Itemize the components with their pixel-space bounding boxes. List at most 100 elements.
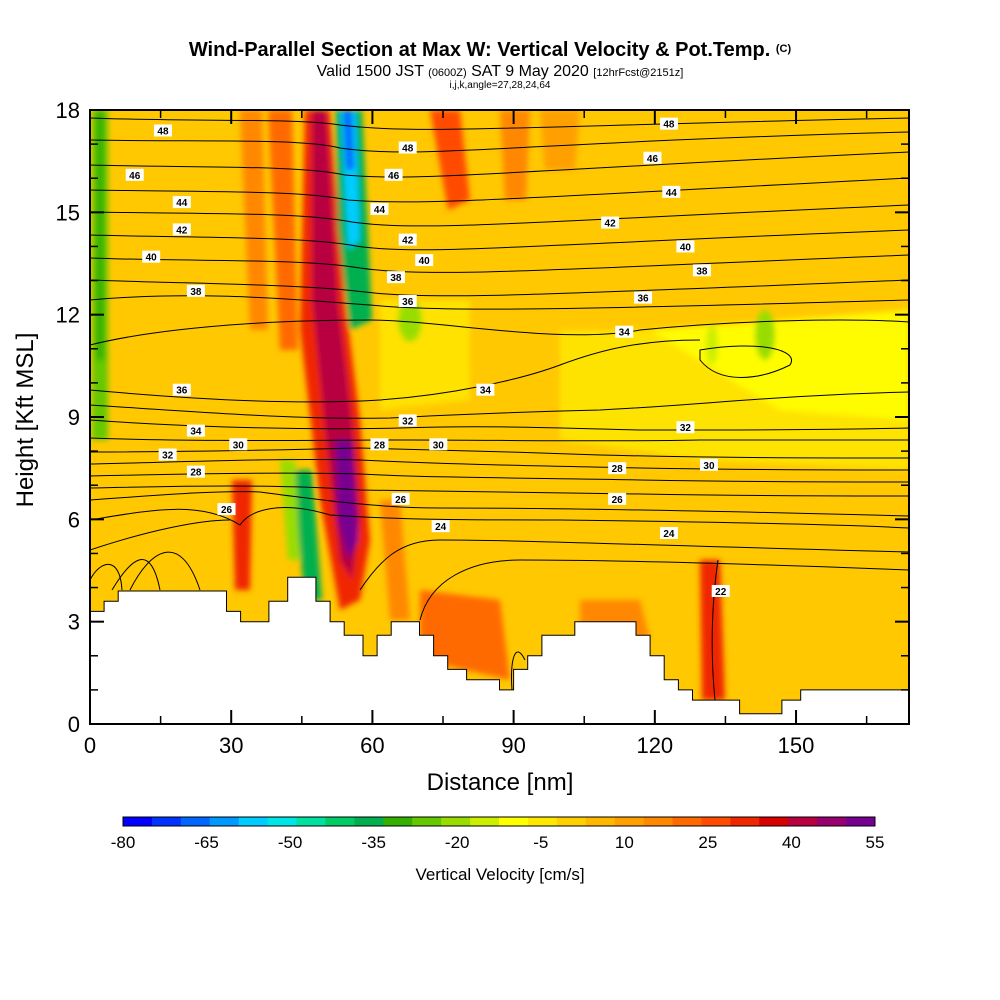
colorbar-tick-label: -65 — [194, 833, 219, 852]
colorbar-swatch — [817, 817, 847, 826]
colorbar-swatch — [296, 817, 326, 826]
colorbar-swatch — [556, 817, 587, 826]
theta-label-box — [172, 383, 191, 396]
colorbar-tick-label: 10 — [615, 833, 634, 852]
theta-label-box — [142, 250, 161, 263]
colorbar-swatch — [325, 817, 355, 826]
theta-label: 28 — [608, 462, 627, 475]
theta-label: 44 — [370, 202, 389, 216]
theta-label: 46 — [125, 168, 144, 182]
theta-label-box — [386, 271, 405, 284]
theta-label: 30 — [699, 458, 718, 472]
theta-label-box — [711, 584, 730, 597]
theta-label-box — [398, 414, 417, 427]
x-tick-label: 0 — [84, 733, 96, 758]
colorbar-swatch — [441, 817, 471, 826]
colorbar-swatch — [238, 817, 269, 826]
theta-label-text: 28 — [374, 440, 386, 451]
theta-contours — [90, 117, 909, 701]
theta-label-text: 30 — [703, 461, 715, 472]
y-tick-label: 15 — [56, 200, 80, 225]
field-downdraft — [398, 298, 422, 342]
colorbar-swatch — [470, 817, 500, 826]
x-tick-label: 90 — [501, 733, 525, 758]
theta-label-box — [125, 168, 144, 181]
theta-label-box — [662, 185, 681, 198]
field-updraft — [232, 480, 252, 590]
theta-label: 38 — [692, 264, 711, 277]
theta-label-box — [172, 223, 191, 236]
theta-label: 48 — [659, 117, 678, 131]
y-tick-label: 9 — [68, 405, 80, 430]
colorbar: -80 -65 -50 -35 -20 -5 10 25 40 55 — [111, 816, 884, 852]
colorbar-swatch — [759, 817, 789, 826]
field-weak-region — [380, 300, 470, 410]
theta-label-box — [659, 117, 678, 130]
field-downdraft — [706, 325, 718, 365]
theta-label-text: 48 — [157, 126, 169, 137]
theta-label-box — [186, 465, 205, 478]
theta-contour-labels: 48 48 48 46 46 46 44 44 44 42 42 42 40 40 40 38 38 38 36 36… — [125, 117, 730, 598]
theta-label-text: 42 — [176, 225, 188, 236]
colorbar-tick-label: -5 — [533, 833, 548, 852]
theta-label: 34 — [476, 383, 495, 397]
theta-label-box — [643, 151, 662, 164]
theta-label: 36 — [172, 383, 191, 397]
theta-label-text: 34 — [190, 427, 202, 438]
theta-label: 38 — [186, 284, 205, 298]
theta-label-box — [699, 458, 718, 471]
theta-label: 34 — [186, 424, 205, 438]
theta-label-text: 46 — [129, 171, 141, 182]
theta-label: 26 — [608, 492, 627, 506]
theta-label-text: 32 — [162, 451, 174, 462]
field-downdraft — [755, 310, 775, 360]
colorbar-tick-label: -35 — [361, 833, 386, 852]
theta-label-text: 44 — [176, 198, 188, 209]
theta-label: 38 — [386, 271, 405, 284]
field-updraft — [430, 110, 470, 210]
theta-label-box — [601, 216, 620, 229]
theta-label: 28 — [186, 465, 205, 479]
theta-label-box — [217, 503, 236, 516]
theta-label: 44 — [662, 185, 681, 199]
theta-label-text: 32 — [402, 416, 414, 427]
field-low-downdraft — [292, 470, 322, 600]
field-main-downdraft — [343, 110, 354, 170]
x-axis: 0 30 60 90 120 150 — [84, 110, 868, 758]
theta-label: 36 — [634, 291, 653, 305]
x-axis-label: Distance [nm] — [427, 769, 574, 796]
theta-label-box — [429, 438, 448, 451]
theta-label-text: 32 — [680, 423, 692, 434]
colorbar-swatch — [151, 817, 182, 826]
theta-label: 22 — [711, 584, 730, 598]
x-tick-label: 120 — [636, 733, 673, 758]
colorbar-tick-label: -50 — [278, 833, 303, 852]
theta-label: 40 — [415, 254, 434, 267]
theta-label-text: 44 — [374, 205, 386, 216]
colorbar-swatch — [527, 817, 558, 826]
colorbar-title: Vertical Velocity [cm/s] — [415, 865, 584, 884]
theta-label-box — [153, 124, 172, 137]
theta-label-text: 28 — [190, 468, 202, 479]
theta-label-text: 42 — [605, 219, 617, 230]
theta-label-text: 44 — [666, 188, 678, 199]
theta-label-box — [398, 295, 417, 308]
theta-label-text: 28 — [612, 464, 624, 475]
field-updraft-core — [335, 440, 358, 560]
y-tick-label: 3 — [68, 610, 80, 635]
theta-label: 48 — [153, 124, 172, 137]
colorbar-swatch — [180, 817, 211, 826]
theta-label-box — [676, 240, 695, 253]
x-tick-label: 30 — [219, 733, 243, 758]
theta-label-text: 42 — [402, 236, 414, 247]
colorbar-frame — [122, 816, 876, 827]
theta-label-box — [172, 196, 191, 209]
theta-label: 34 — [615, 325, 634, 339]
y-axis-label: Height [Kft MSL] — [12, 333, 39, 508]
theta-label: 30 — [429, 438, 448, 451]
colorbar-swatch — [614, 817, 645, 826]
theta-label-box — [431, 520, 450, 533]
x-tick-label: 150 — [778, 733, 815, 758]
colorbar-swatch — [412, 817, 442, 826]
